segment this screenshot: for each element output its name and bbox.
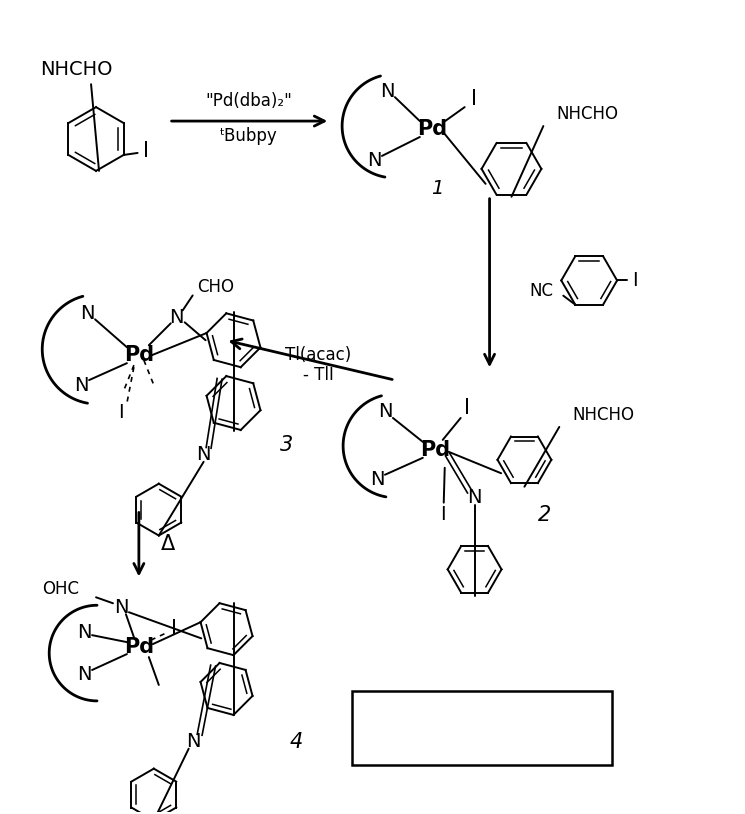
- Text: N  =  ᵗBubpy: N = ᵗBubpy: [445, 720, 559, 737]
- Text: CHO: CHO: [197, 278, 234, 296]
- Text: I: I: [633, 271, 638, 290]
- Text: 3: 3: [279, 435, 293, 455]
- FancyBboxPatch shape: [352, 691, 612, 764]
- Text: N: N: [186, 733, 201, 751]
- Text: - TlI: - TlI: [302, 366, 334, 384]
- Text: N: N: [467, 488, 482, 507]
- Text: N: N: [406, 708, 419, 726]
- Text: "Pd(dba)₂": "Pd(dba)₂": [205, 92, 292, 110]
- Text: NHCHO: NHCHO: [557, 105, 618, 123]
- Text: N: N: [77, 666, 92, 685]
- Text: N: N: [367, 151, 381, 170]
- Text: NHCHO: NHCHO: [572, 406, 634, 424]
- Text: ᵗBubpy: ᵗBubpy: [220, 127, 277, 145]
- Text: Pd: Pd: [124, 345, 154, 365]
- Text: I: I: [142, 141, 148, 161]
- Text: N: N: [169, 308, 184, 327]
- Text: I: I: [463, 398, 469, 418]
- Text: N: N: [378, 402, 392, 422]
- Text: N: N: [370, 470, 384, 489]
- Text: N: N: [197, 445, 211, 464]
- Text: I: I: [171, 619, 177, 639]
- Text: NHCHO: NHCHO: [40, 59, 112, 79]
- Text: Δ: Δ: [161, 535, 175, 554]
- Text: 2: 2: [538, 505, 551, 524]
- Text: N: N: [114, 597, 128, 617]
- Text: NC: NC: [530, 282, 554, 300]
- Text: I: I: [440, 505, 446, 524]
- Text: N: N: [74, 375, 89, 395]
- Text: N: N: [380, 81, 394, 101]
- Text: 4: 4: [290, 732, 303, 752]
- Text: 1: 1: [431, 179, 443, 199]
- Text: I: I: [471, 90, 477, 109]
- Text: Pd: Pd: [124, 637, 154, 657]
- Text: Pd: Pd: [416, 119, 447, 139]
- Text: I: I: [118, 404, 124, 422]
- Text: N: N: [77, 623, 92, 641]
- Text: Tl(acac): Tl(acac): [285, 346, 352, 364]
- Text: N: N: [80, 304, 95, 323]
- Text: Pd: Pd: [419, 440, 450, 460]
- Text: OHC: OHC: [42, 580, 79, 598]
